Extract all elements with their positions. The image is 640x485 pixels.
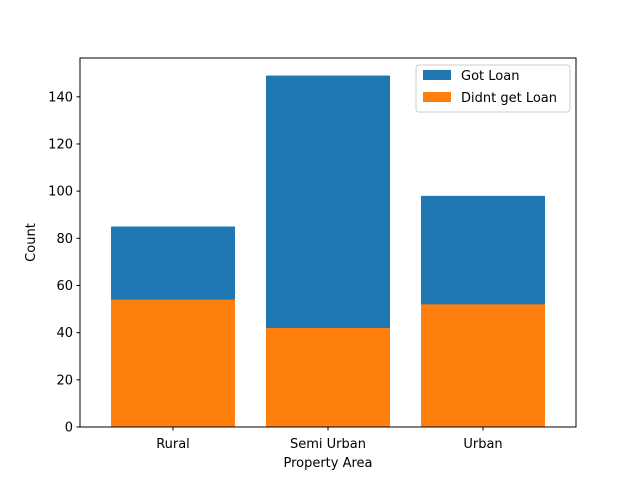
y-tick-label: 140 <box>48 90 73 105</box>
x-tick-label: Urban <box>463 437 502 452</box>
plot-area-frame <box>79 57 577 428</box>
legend: Got Loan Didnt get Loan <box>415 64 571 113</box>
bar-didnt-get-loan-rural <box>111 299 235 427</box>
y-axis-label: Count <box>24 223 39 262</box>
y-tick-label: 20 <box>56 373 73 388</box>
bar-didnt-get-loan-semi-urban <box>266 327 390 427</box>
y-tick-label: 100 <box>48 185 73 200</box>
x-tick-label: Rural <box>156 437 190 452</box>
y-axis-ticks: 0 20 40 60 80 100 120 140 <box>48 90 80 436</box>
y-tick-label: 60 <box>56 279 73 294</box>
legend-swatch-got-loan <box>423 70 451 80</box>
y-tick-label: 120 <box>48 137 73 152</box>
legend-swatch-didnt-get-loan <box>423 92 451 102</box>
legend-box <box>415 64 571 113</box>
legend-label-didnt-get-loan: Didnt get Loan <box>461 91 557 106</box>
x-axis-label: Property Area <box>283 456 372 471</box>
y-tick-label: 40 <box>56 326 73 341</box>
x-axis-ticks: Rural Semi Urban Urban <box>156 427 503 452</box>
bars-group <box>111 75 545 428</box>
bar-didnt-get-loan-urban <box>421 304 545 427</box>
legend-label-got-loan: Got Loan <box>461 69 519 84</box>
y-tick-label: 80 <box>56 232 73 247</box>
x-tick-label: Semi Urban <box>290 437 366 452</box>
y-tick-label: 0 <box>65 421 73 436</box>
